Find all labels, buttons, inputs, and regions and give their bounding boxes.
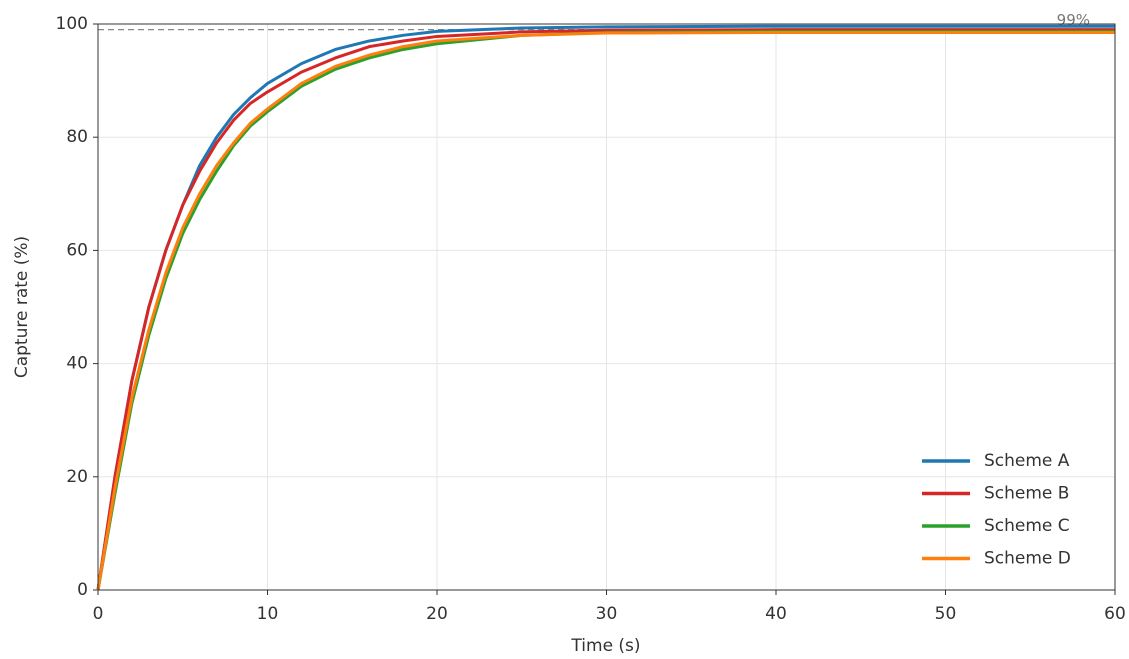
x-tick-label: 50: [935, 604, 957, 624]
y-axis-label: Capture rate (%): [12, 236, 32, 378]
legend-label: Scheme D: [984, 549, 1071, 569]
legend-label: Scheme C: [984, 516, 1070, 536]
plot-frame: [97, 23, 1116, 591]
x-tick-label: 10: [257, 604, 279, 624]
y-tick-label: 60: [66, 240, 88, 260]
y-tick-label: 80: [66, 127, 88, 147]
legend-label: Scheme B: [984, 484, 1069, 504]
x-tick-label: 60: [1104, 604, 1126, 624]
x-tick-label: 40: [765, 604, 787, 624]
x-tick-label: 30: [596, 604, 618, 624]
series-line: [96, 30, 1115, 591]
y-tick-label: 0: [77, 580, 88, 600]
y-tick-label: 40: [66, 354, 88, 374]
x-axis-label: Time (s): [570, 636, 640, 656]
x-tick-label: 20: [426, 604, 448, 624]
series-line: [96, 28, 1115, 591]
y-tick-label: 20: [66, 467, 88, 487]
x-tick-label: 0: [93, 604, 104, 624]
legend-label: Scheme A: [984, 451, 1070, 471]
reference-label: 99%: [1057, 11, 1090, 29]
y-tick-label: 100: [56, 14, 88, 34]
